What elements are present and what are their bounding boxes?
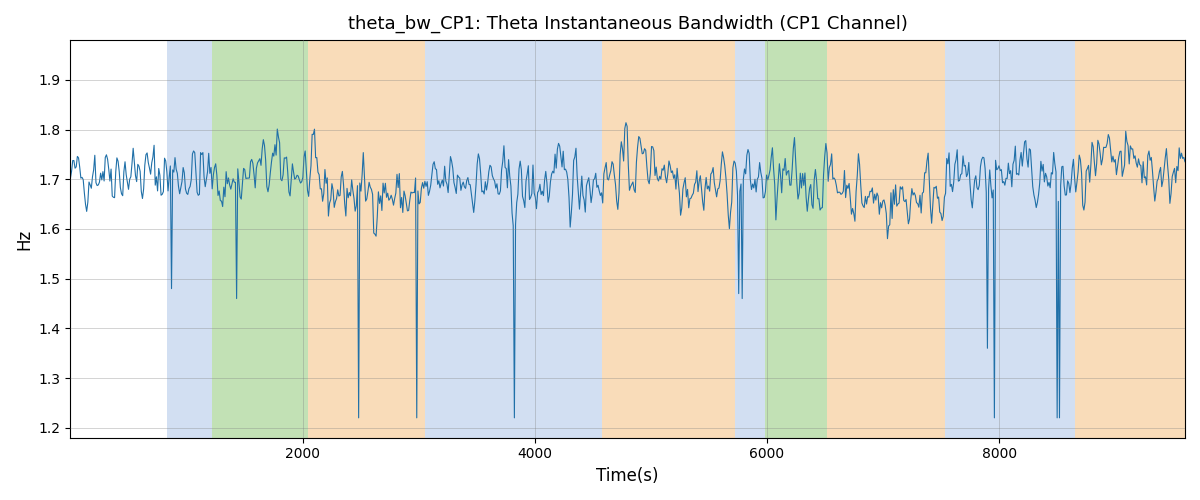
Bar — [734, 40, 764, 438]
Bar — [308, 40, 425, 438]
Bar — [828, 40, 944, 438]
Bar — [212, 40, 308, 438]
Bar — [1075, 40, 1196, 438]
Bar — [944, 40, 1075, 438]
Bar — [764, 40, 828, 438]
Bar — [425, 40, 602, 438]
Y-axis label: Hz: Hz — [14, 228, 32, 250]
Title: theta_bw_CP1: Theta Instantaneous Bandwidth (CP1 Channel): theta_bw_CP1: Theta Instantaneous Bandwi… — [348, 15, 907, 34]
Bar — [602, 40, 734, 438]
Bar — [167, 40, 212, 438]
X-axis label: Time(s): Time(s) — [596, 467, 659, 485]
